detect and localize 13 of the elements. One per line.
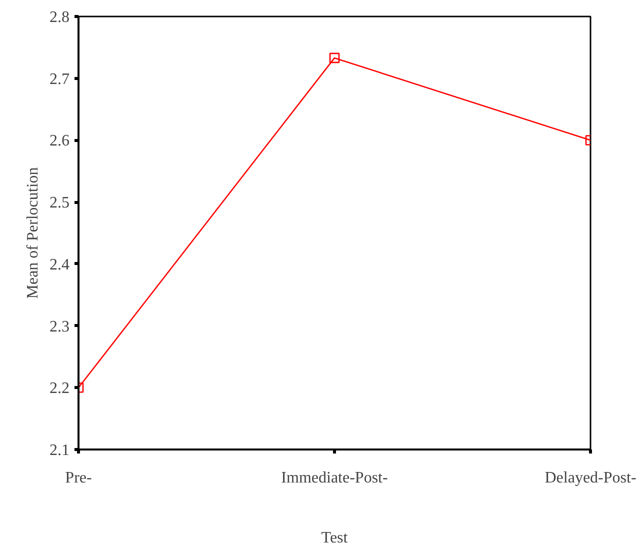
- x-tick-label: Delayed-Post-: [544, 470, 636, 486]
- x-tick-label: Pre-: [65, 470, 92, 486]
- y-axis-title: Mean of Perlocution: [24, 167, 42, 299]
- y-tick-label: 2.4: [50, 256, 70, 274]
- y-tick-label: 2.3: [50, 318, 70, 336]
- y-tick-label: 2.8: [50, 9, 70, 26]
- x-axis-title: Test: [321, 530, 348, 546]
- x-tick-label: Immediate-Post-: [281, 470, 388, 486]
- y-tick-label: 2.5: [50, 194, 70, 212]
- y-tick-label: 2.7: [50, 70, 70, 88]
- y-tick-label: 2.6: [50, 132, 70, 150]
- y-tick-label: 2.1: [50, 442, 70, 459]
- y-tick-label: 2.2: [50, 380, 70, 398]
